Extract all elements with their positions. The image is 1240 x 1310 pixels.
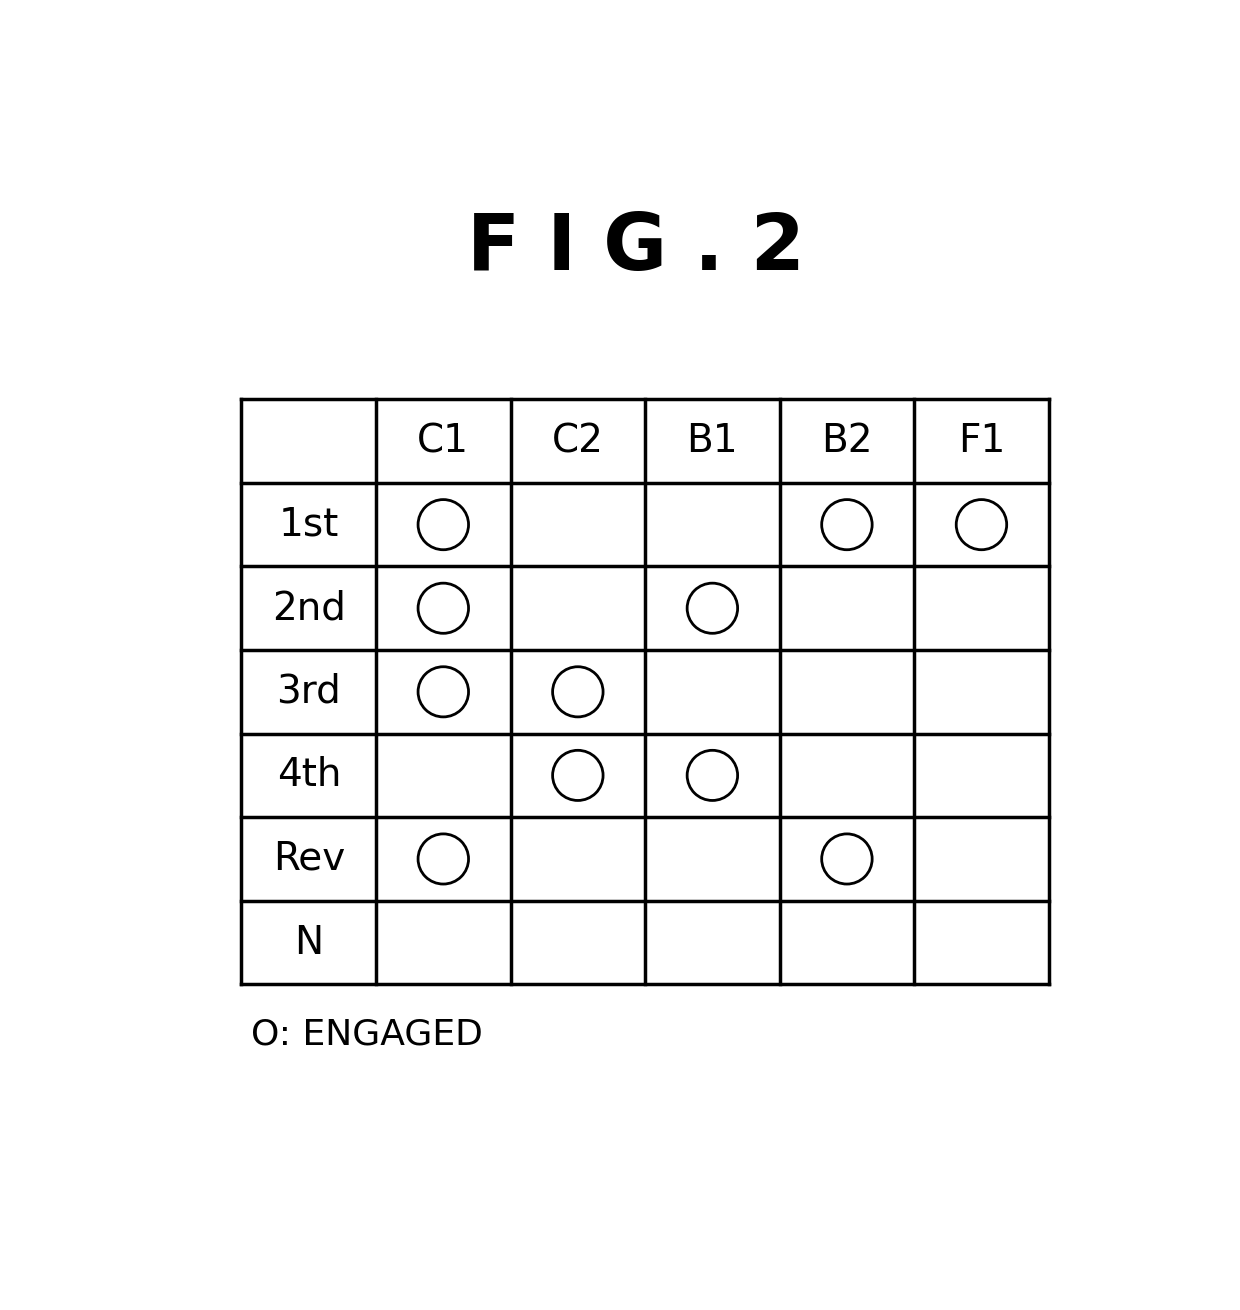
Text: N: N — [294, 924, 324, 962]
Text: O: ENGAGED: O: ENGAGED — [250, 1018, 482, 1052]
Text: B2: B2 — [821, 422, 873, 460]
Text: B1: B1 — [687, 422, 738, 460]
Text: Rev: Rev — [273, 840, 345, 878]
Text: 4th: 4th — [277, 756, 341, 794]
Text: 3rd: 3rd — [277, 673, 341, 711]
Text: F I G . 2: F I G . 2 — [466, 210, 805, 286]
Text: 1st: 1st — [279, 506, 339, 544]
Text: C1: C1 — [418, 422, 469, 460]
Text: 2nd: 2nd — [272, 590, 346, 627]
Text: C2: C2 — [552, 422, 604, 460]
Text: F1: F1 — [957, 422, 1006, 460]
